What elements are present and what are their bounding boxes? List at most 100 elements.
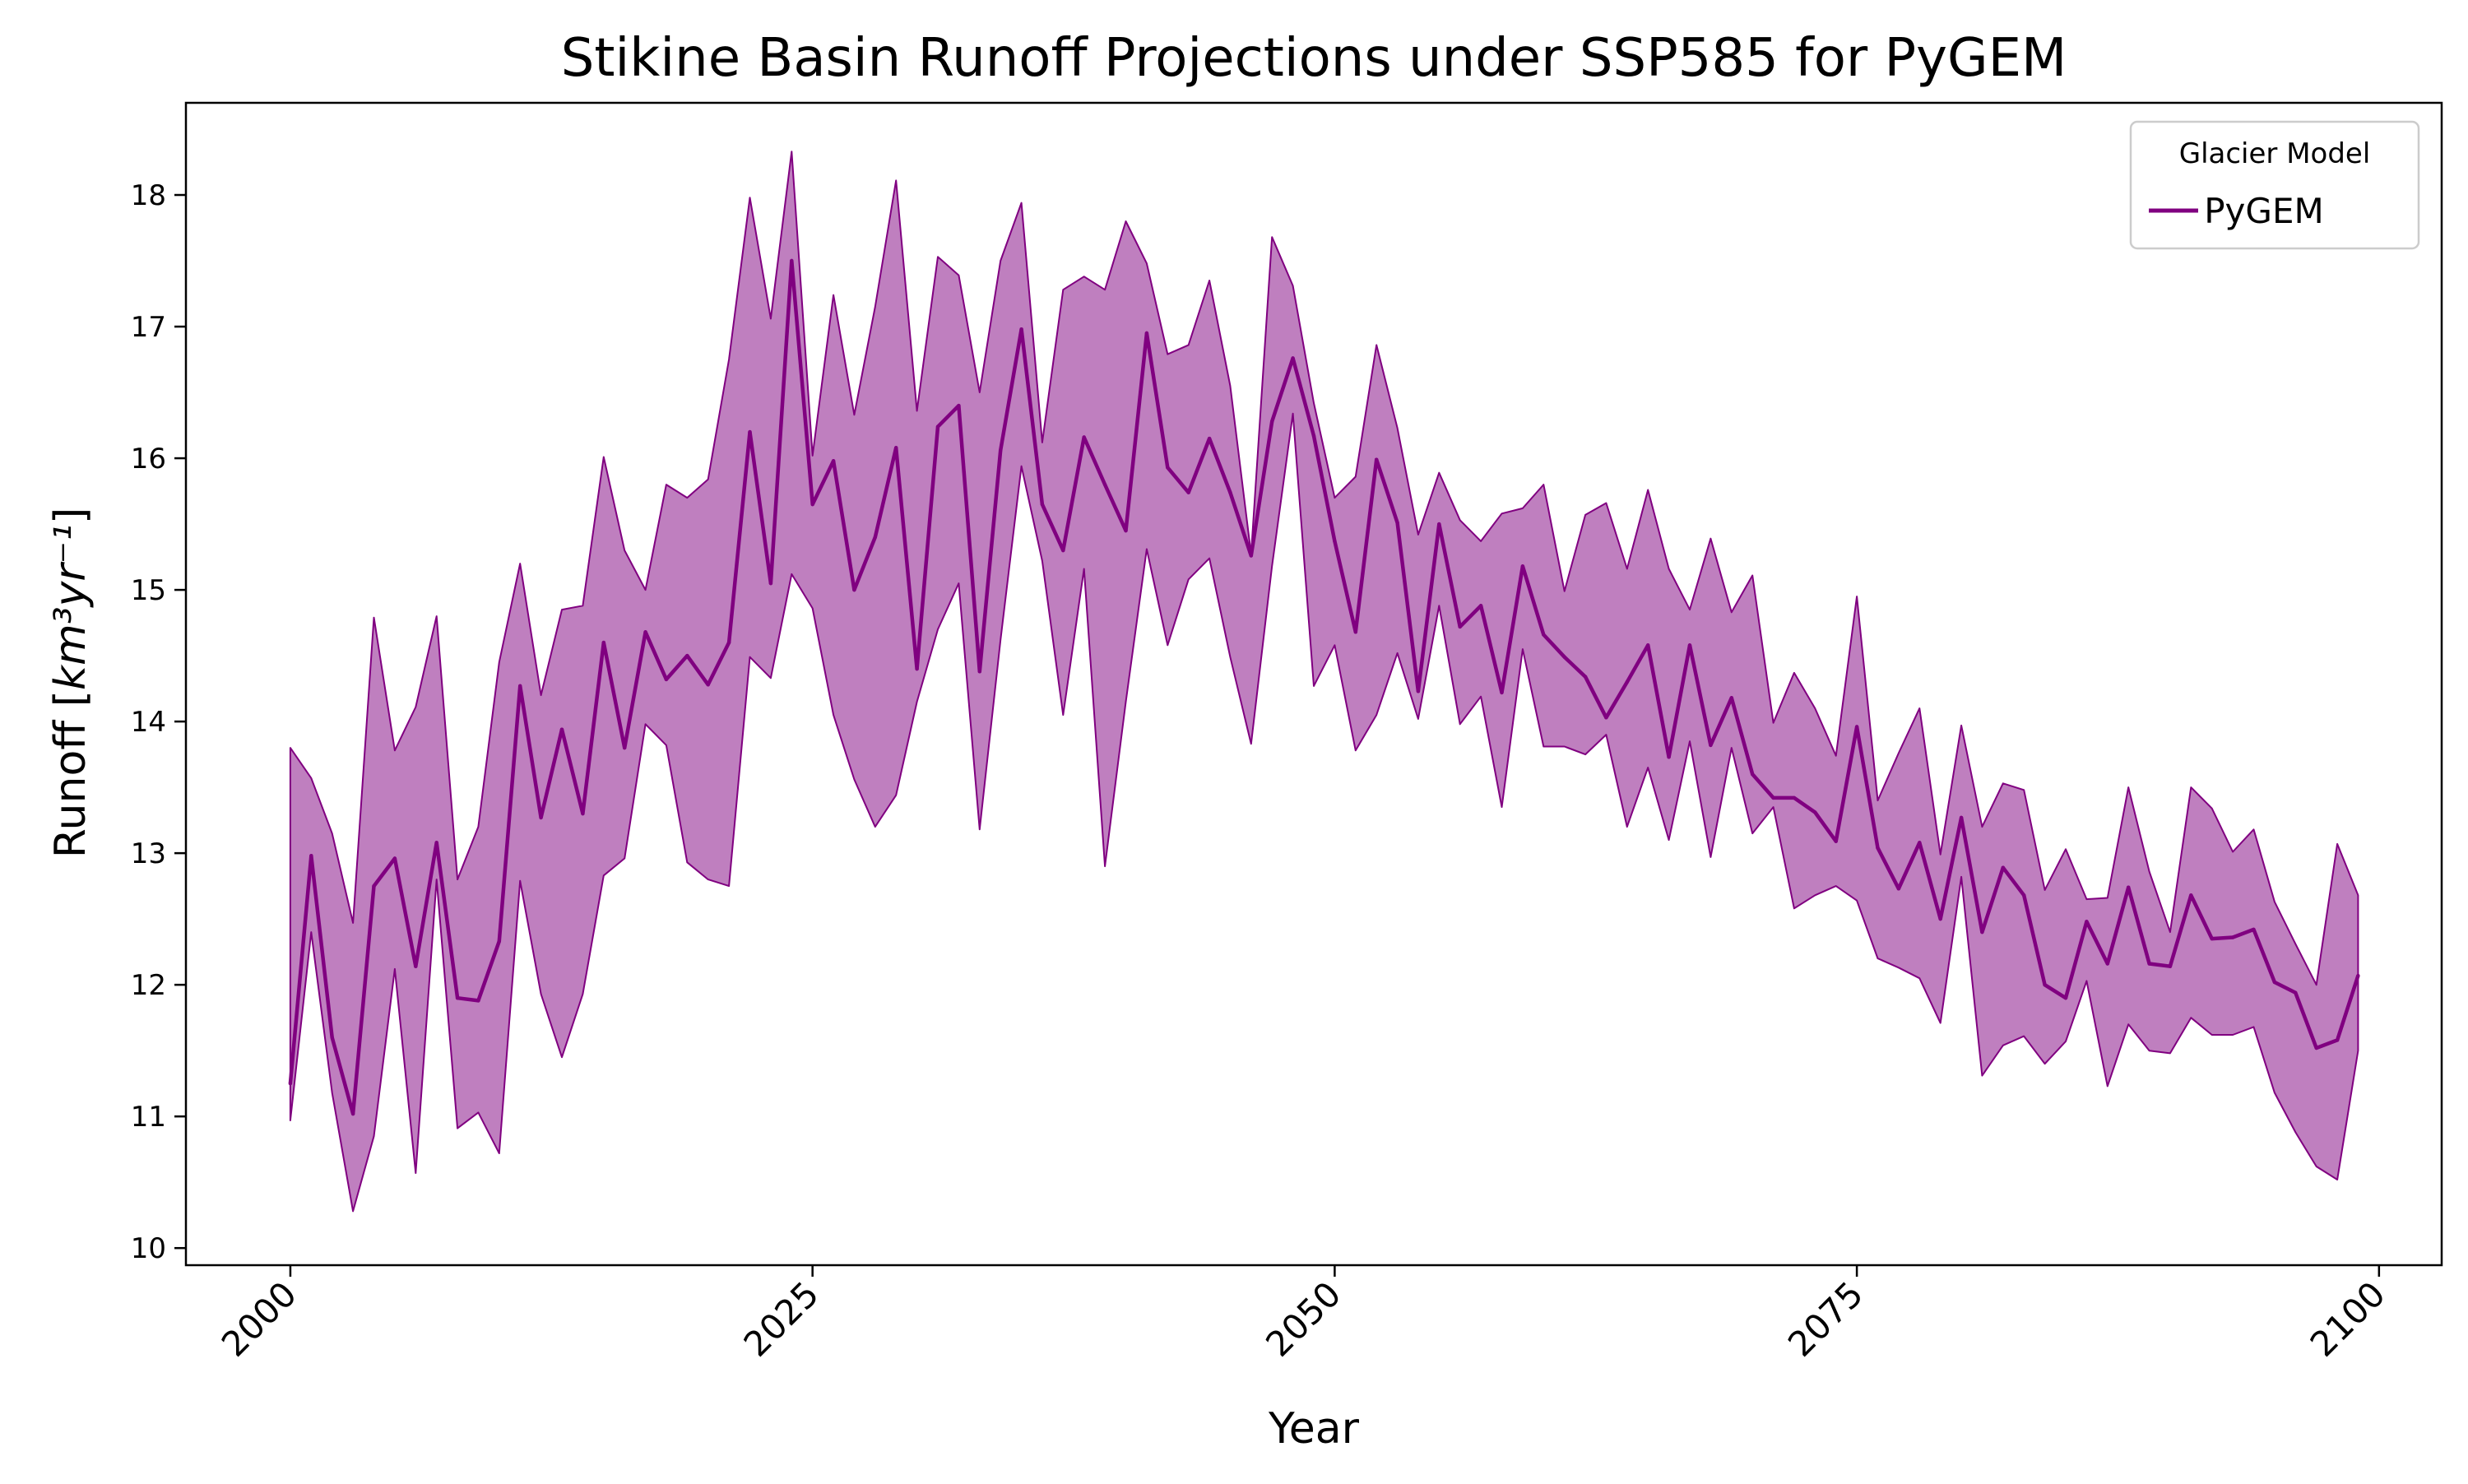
y-axis-label-main: Runoff [ [46,690,95,858]
data-point [1520,564,1525,568]
data-point [350,1111,355,1116]
data-point [748,429,752,434]
data-point [434,841,438,845]
data-point [1687,643,1692,647]
y-tick-label: 15 [131,574,166,607]
data-point [1270,420,1274,424]
data-point [726,640,731,645]
data-point [915,666,919,671]
series-line-pygem [288,258,2360,1116]
legend-label-pygem: PyGEM [2204,191,2324,231]
x-axis-label: Year [1268,1404,1360,1454]
data-point [2230,935,2235,939]
data-point [1938,916,1942,921]
data-point [1646,643,1650,647]
data-point [1562,655,1566,659]
data-point [1228,490,1232,494]
data-point [790,258,794,263]
data-point [2272,980,2277,985]
legend-box [2129,120,2420,250]
data-point [601,640,605,645]
data-point [1040,502,1045,507]
data-point [581,811,585,816]
data-point [1792,795,1797,800]
y-axis-label-unit: km³yr⁻¹ [46,524,95,690]
y-tick-label: 14 [131,706,166,739]
data-point [2085,920,2089,924]
data-point [1813,810,1817,814]
data-point [1437,522,1441,526]
data-point [2356,973,2360,978]
data-point [1709,743,1713,748]
data-point [1353,630,1358,634]
data-point [2022,893,2026,897]
data-point [539,815,543,820]
data-point [768,581,773,586]
data-point [1395,521,1399,525]
data-point [2189,893,2193,897]
data-point [852,587,856,592]
data-point [2063,996,2068,1000]
data-point [894,446,898,450]
data-point [1249,554,1254,558]
data-point [957,403,961,408]
chart-title: Stikine Basin Runoff Projections under S… [561,28,2067,89]
legend: Glacier Model PyGEM [2129,120,2420,250]
data-point [2127,885,2131,889]
data-point [1751,772,1755,777]
data-point [309,854,313,858]
data-point [1375,457,1379,461]
data-point [1333,539,1337,544]
data-point [392,856,397,860]
data-point [2147,962,2151,966]
data-point [1729,696,1733,700]
data-point [1102,482,1107,487]
data-point [831,459,836,463]
data-point [2105,962,2109,966]
data-point [1918,841,1922,845]
data-point [518,684,522,689]
data-point [999,448,1003,452]
data-point [455,996,460,1000]
data-point [706,683,710,687]
uncertainty-band [289,151,2359,1213]
data-point [1311,434,1316,438]
data-point [1583,675,1588,679]
data-point [2043,983,2047,987]
data-point [1207,436,1212,441]
data-point [623,745,627,750]
data-point [288,1082,293,1086]
svg-text:Runoff [km³yr⁻¹]: Runoff [km³yr⁻¹] [46,508,95,859]
axes-frame [184,101,2443,1267]
data-point [1876,846,1880,850]
data-point [559,727,564,731]
data-point [1604,716,1608,720]
data-point [1082,435,1086,439]
data-point [1980,930,1984,934]
data-point [977,670,982,674]
data-point [1667,755,1671,759]
data-point [685,653,689,658]
data-point [664,677,669,682]
y-axis-label-close: ] [46,508,95,524]
y-tick-label: 12 [131,969,166,1002]
data-point [330,1036,334,1040]
data-point [1019,327,1023,332]
y-tick-label: 11 [131,1101,166,1134]
data-point [1896,887,1901,891]
data-point [1061,548,1065,553]
data-point [2001,865,2005,870]
data-point [497,939,501,944]
y-axis-label: Runoff [km³yr⁻¹] [46,508,95,859]
data-point [2335,1038,2340,1042]
y-axis-ticks: 10 11 12 13 14 15 16 17 18 [131,179,186,1265]
y-tick-label: 13 [131,837,166,870]
data-point [1625,679,1630,684]
data-point [2168,964,2173,968]
data-point [2252,927,2256,932]
data-point [1291,356,1295,360]
data-point [1478,604,1483,608]
data-point [2314,1046,2318,1050]
y-tick-label: 17 [131,311,166,344]
